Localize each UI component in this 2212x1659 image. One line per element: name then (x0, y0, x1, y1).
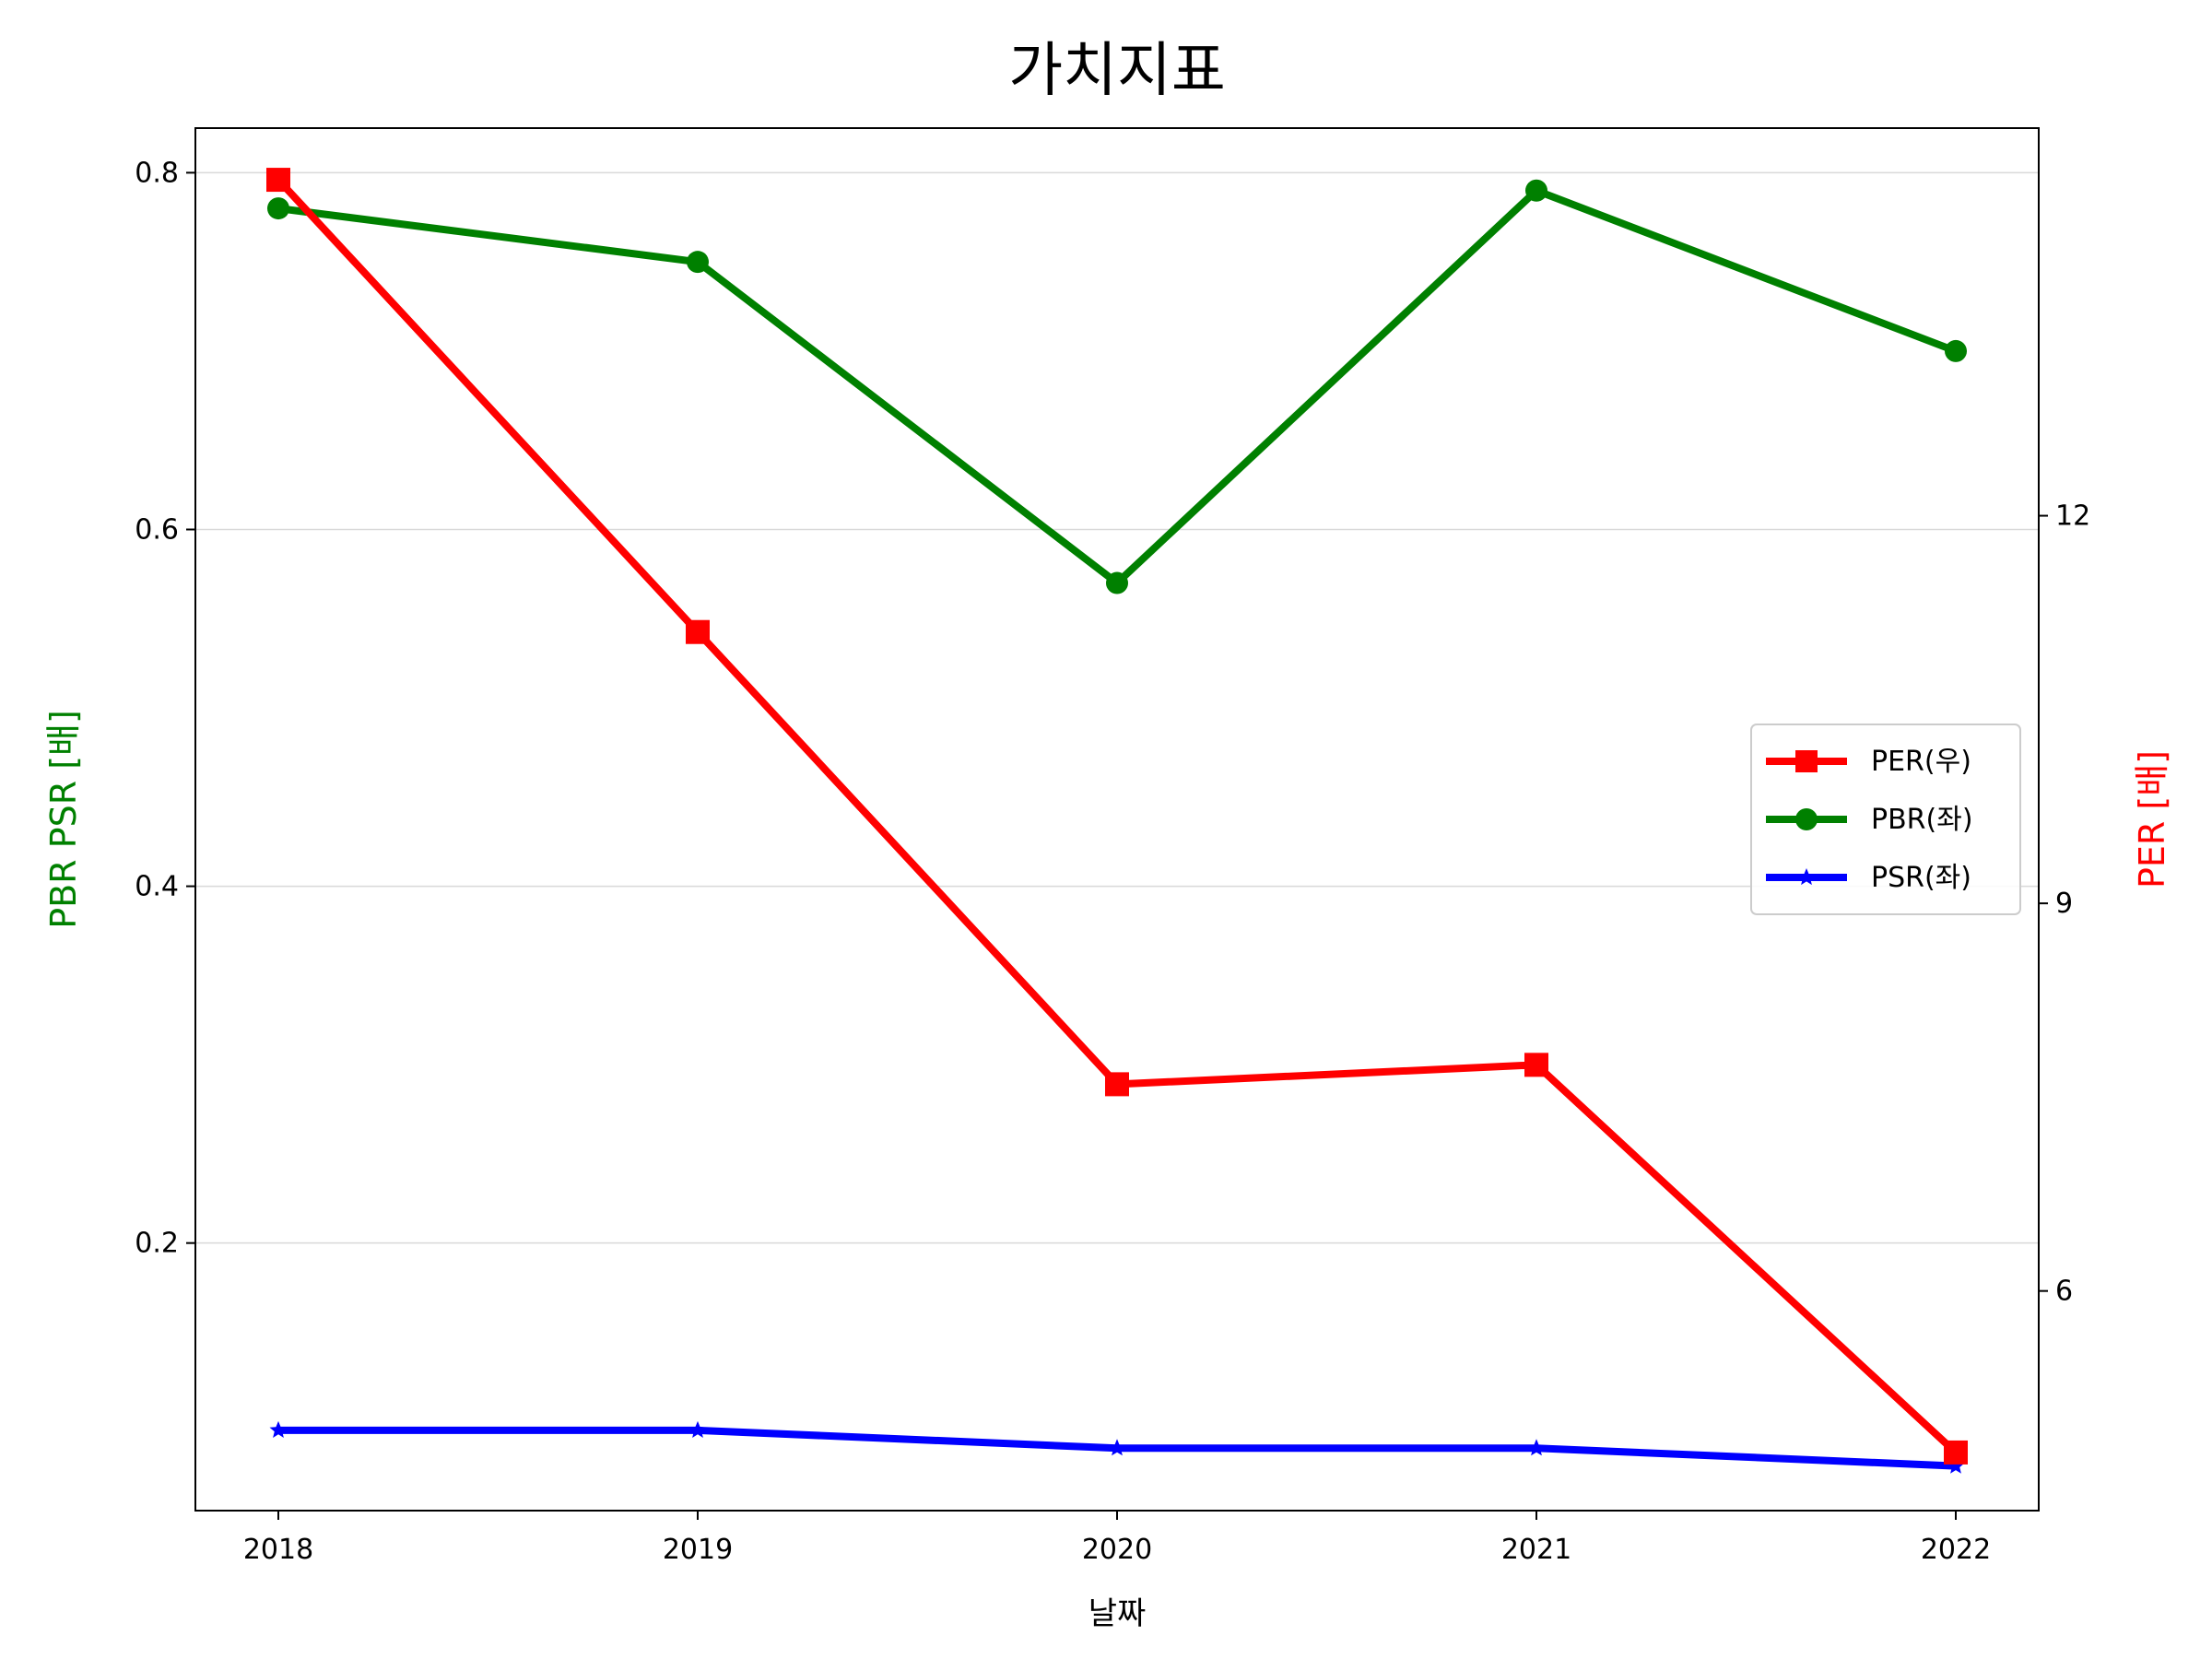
x-tick-label: 2018 (243, 1534, 313, 1566)
legend-item: PBR(좌) (1766, 804, 1973, 836)
legend: PER(우) PBR(좌) PSR(좌) (1750, 724, 2021, 915)
point-marker-square (266, 168, 290, 193)
point-marker-square (1944, 1440, 1968, 1465)
y-left-tick-label: 0.8 (135, 157, 179, 189)
y-right-tick-label: 9 (2055, 888, 2073, 920)
point-marker-circle (1795, 808, 1818, 830)
point-marker-circle (267, 197, 289, 220)
legend-item: PER(우) (1766, 746, 1971, 778)
point-marker-star (1527, 1439, 1546, 1456)
point-marker-circle (1106, 571, 1128, 594)
series-pbr (267, 179, 1967, 594)
series-line-pbr (277, 186, 1958, 588)
x-axis-title: 날짜 (1088, 1595, 1147, 1632)
y-left-tick-label: 0.6 (135, 513, 179, 546)
point-marker-circle (687, 251, 709, 274)
legend-label: PER(우) (1871, 746, 1971, 778)
point-marker-star (269, 1420, 288, 1438)
series-layer (266, 168, 1968, 1474)
x-tick-label: 2019 (663, 1534, 733, 1566)
y-axis-right-title: PER [배] (2132, 750, 2172, 888)
legend-item: PSR(좌) (1766, 862, 1971, 894)
series-per (266, 168, 1968, 1465)
point-marker-star (1947, 1456, 1965, 1474)
series-psr (269, 1420, 1965, 1474)
point-marker-star (1797, 868, 1816, 886)
y-right-tick-label: 6 (2055, 1276, 2073, 1308)
y-left-tick-label: 0.2 (135, 1228, 179, 1260)
series-line-per (276, 177, 1959, 1455)
chart-title: 가치지표 (1008, 37, 1226, 105)
point-marker-circle (1525, 179, 1547, 202)
x-tick-label: 2021 (1501, 1534, 1571, 1566)
point-marker-square (1524, 1053, 1548, 1077)
point-marker-square (686, 619, 710, 644)
point-marker-square (1795, 750, 1818, 772)
legend-box (1750, 724, 2021, 915)
y-left-tick-label: 0.4 (135, 871, 179, 903)
legend-label: PSR(좌) (1871, 862, 1971, 894)
legend-label: PBR(좌) (1871, 804, 1973, 836)
y-axis-left-title: PBR PSR [배] (43, 710, 84, 929)
x-tick-label: 2022 (1921, 1534, 1991, 1566)
point-marker-circle (1945, 339, 1967, 362)
y-right-tick-label: 12 (2055, 500, 2090, 533)
x-tick-label: 2020 (1082, 1534, 1152, 1566)
point-marker-star (1108, 1439, 1126, 1456)
point-marker-square (1105, 1072, 1129, 1097)
axes-layer: 0.2 0.4 0.6 0.8 6 9 12 2018 2019 2020 2021 2022 (135, 157, 2090, 1566)
point-marker-star (688, 1420, 707, 1438)
